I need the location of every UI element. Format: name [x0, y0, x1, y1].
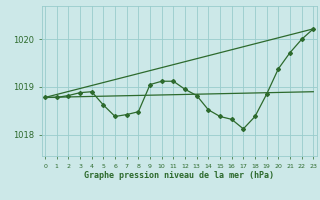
X-axis label: Graphe pression niveau de la mer (hPa): Graphe pression niveau de la mer (hPa)	[84, 171, 274, 180]
